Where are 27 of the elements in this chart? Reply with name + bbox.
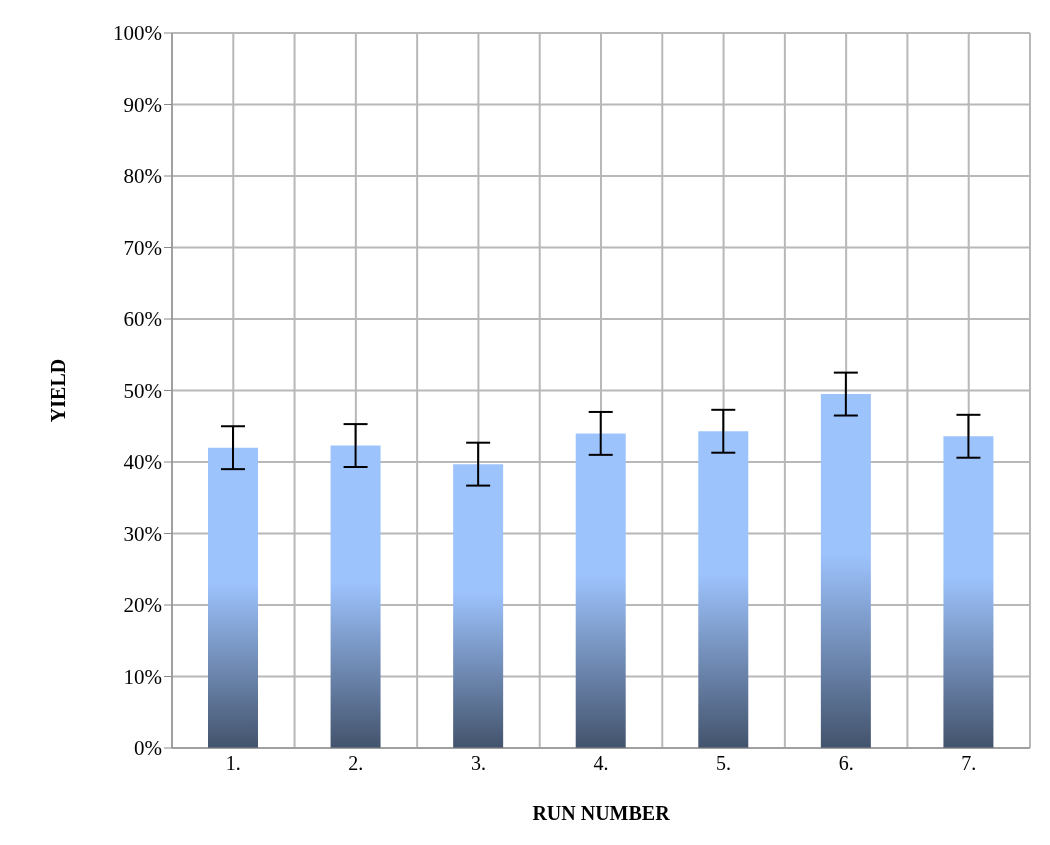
- y-tick-label: 60%: [123, 307, 162, 332]
- x-tick-label: 2.: [348, 752, 364, 775]
- bar: [330, 445, 381, 748]
- x-tick-label: 4.: [593, 752, 609, 775]
- x-tick-label: 7.: [961, 752, 977, 775]
- y-tick-label: 50%: [123, 378, 162, 403]
- bar: [698, 431, 749, 748]
- y-tick-label: 80%: [123, 164, 162, 189]
- x-axis-title: RUN NUMBER: [532, 802, 671, 824]
- y-tick-label: 30%: [123, 521, 162, 546]
- y-axis-title: YIELD: [47, 358, 70, 423]
- x-tick-label: 1.: [225, 752, 241, 775]
- bar: [820, 394, 871, 748]
- y-tick-label: 90%: [123, 92, 162, 117]
- y-tick-label: 20%: [123, 593, 162, 618]
- x-tick-label: 3.: [470, 752, 486, 775]
- y-tick-label: 10%: [123, 664, 162, 689]
- bar: [575, 433, 626, 748]
- bar: [453, 464, 504, 748]
- bar: [943, 436, 994, 748]
- x-tick-label: 6.: [838, 752, 854, 775]
- y-tick-label: 0%: [134, 736, 162, 761]
- y-tick-label: 40%: [123, 450, 162, 475]
- x-tick-label: 5.: [716, 752, 732, 775]
- y-tick-label: 70%: [123, 235, 162, 260]
- bar: [208, 447, 258, 748]
- y-tick-label: 100%: [113, 21, 162, 46]
